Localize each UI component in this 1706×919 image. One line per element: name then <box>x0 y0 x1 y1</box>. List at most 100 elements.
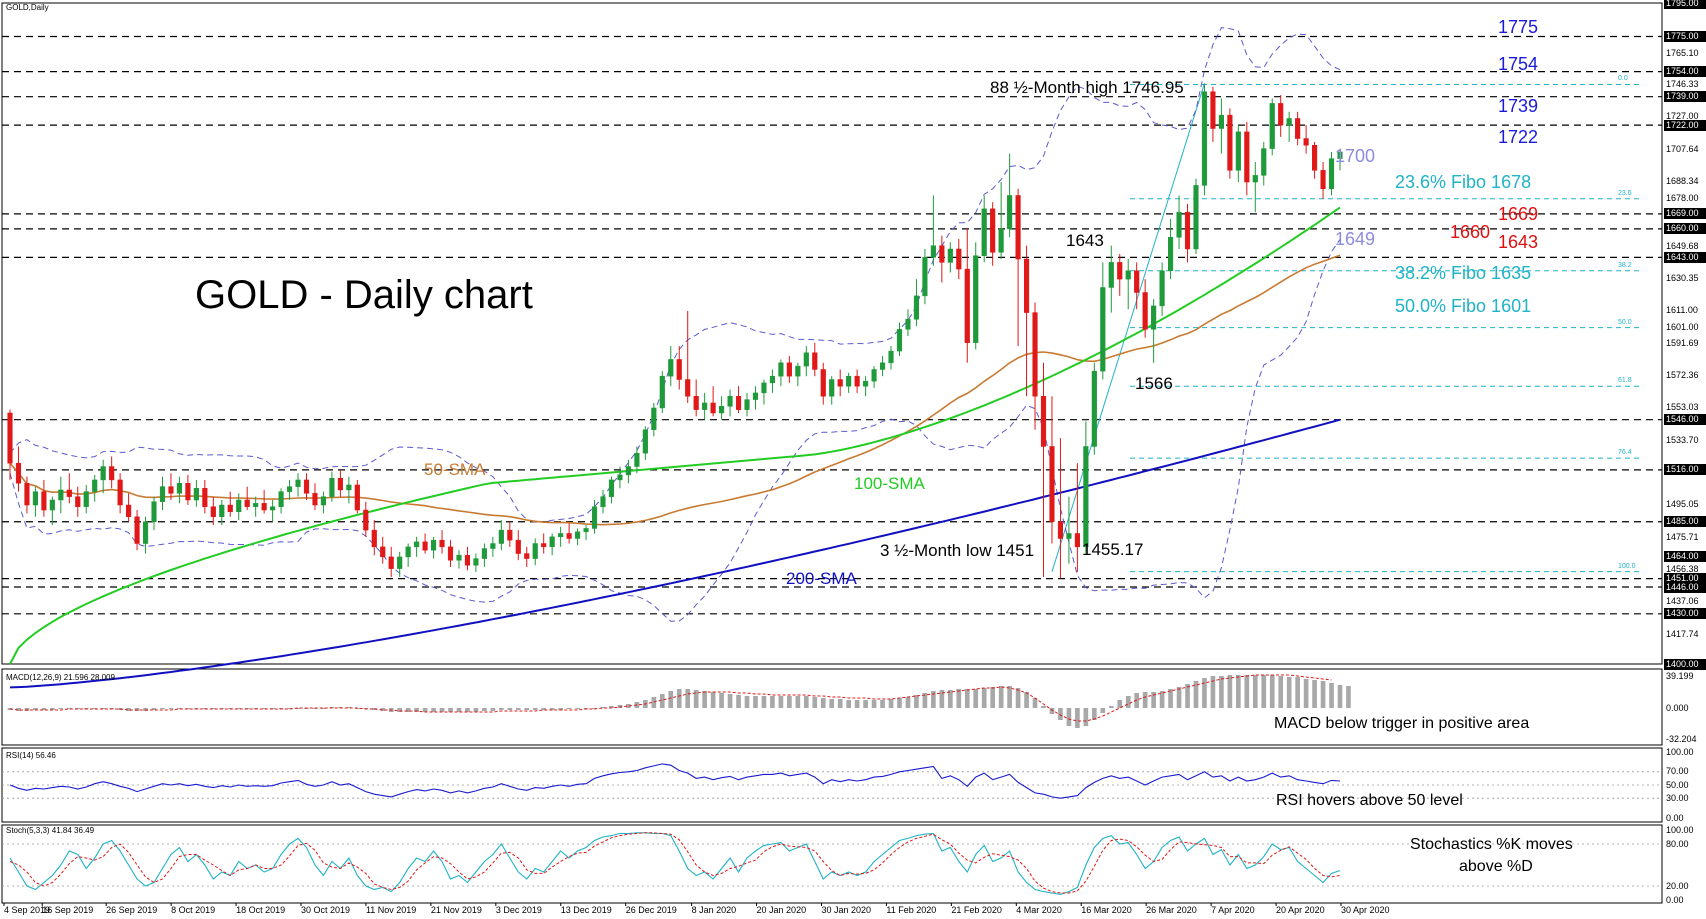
candle-body <box>278 491 284 507</box>
x-tick-label: 21 Nov 2019 <box>430 905 482 915</box>
macd-histogram-bar <box>668 691 674 708</box>
price-axis-label: 1553.03 <box>1666 402 1699 413</box>
candle-body <box>151 501 157 523</box>
candle-body <box>1007 195 1013 230</box>
macd-histogram-bar <box>1312 680 1317 708</box>
macd-histogram-bar <box>922 693 928 708</box>
candle-body <box>109 466 115 481</box>
macd-histogram-bar <box>1261 675 1267 708</box>
macd-histogram-bar <box>1066 708 1072 726</box>
candle-body <box>846 375 852 387</box>
candle-body <box>490 543 496 549</box>
candle-body <box>456 554 462 561</box>
macd-histogram-bar <box>541 708 547 710</box>
macd-histogram-bar <box>414 708 419 712</box>
level-label: 1722 <box>1498 127 1539 147</box>
x-tick-label: 26 Mar 2020 <box>1146 905 1197 915</box>
candle-body <box>820 369 826 397</box>
candle-body <box>854 375 860 387</box>
candle-body <box>261 503 267 511</box>
candle-body <box>685 379 691 397</box>
candle-body <box>159 486 166 502</box>
macd-histogram-bar <box>33 708 38 710</box>
macd-histogram-bar <box>1058 708 1063 720</box>
macd-histogram-bar <box>803 696 809 708</box>
candle-body <box>566 533 572 539</box>
candle-body <box>388 556 394 569</box>
x-tick-label: 26 Dec 2019 <box>625 905 677 915</box>
stoch-label: Stoch(5,3,3) 41.84 36.49 <box>6 826 95 835</box>
macd-histogram-bar <box>160 708 165 709</box>
candle-body <box>7 412 13 464</box>
candle-body <box>947 248 953 263</box>
macd-histogram-bar <box>287 708 292 709</box>
candle-body <box>558 533 564 538</box>
macd-histogram-bar <box>1337 685 1343 708</box>
candle-body <box>134 516 140 544</box>
macd-histogram-bar <box>185 708 191 709</box>
macd-histogram-bar <box>778 696 784 708</box>
price-axis-label: 1643.00 <box>1664 251 1706 263</box>
level-label: 38.2% Fibo 1635 <box>1395 263 1532 283</box>
stoch-axis-label: 100.00 <box>1666 824 1694 835</box>
level-label: 1700 <box>1335 146 1376 166</box>
candle-body <box>430 539 437 551</box>
macd-histogram-bar <box>981 688 987 708</box>
candle-body <box>1269 103 1275 149</box>
candle-body <box>337 478 343 491</box>
fibo-level-tag: 23.6 <box>1618 189 1632 197</box>
candle-body <box>863 380 869 387</box>
macd-histogram-bar <box>710 692 716 708</box>
candle-body <box>210 506 216 517</box>
candle-body <box>634 452 640 467</box>
candle-body <box>1193 185 1199 250</box>
macd-histogram-bar <box>346 707 352 708</box>
macd-signal-line <box>9 674 1332 722</box>
macd-histogram-bar <box>1075 708 1080 728</box>
macd-histogram-bar <box>905 697 911 708</box>
candle-body <box>83 491 89 507</box>
macd-histogram-bar <box>465 708 470 712</box>
fibo-level-tag: 76.4 <box>1618 449 1632 457</box>
price-axis-label: 1533.70 <box>1666 434 1699 445</box>
rsi-line <box>9 763 1341 799</box>
macd-histogram-bar <box>1108 706 1114 708</box>
fibo-level-tag: 0.0 <box>1618 75 1628 83</box>
candle-body <box>1125 270 1131 280</box>
main-panel-frame <box>1 2 1663 665</box>
x-tick-label: 3 Dec 2019 <box>495 905 542 915</box>
macd-histogram-bar <box>1185 684 1190 708</box>
price-axis-label: 1649.68 <box>1666 240 1699 251</box>
candle-body <box>380 546 386 558</box>
price-axis-label: 1591.69 <box>1666 337 1699 348</box>
stoch-d-line <box>9 832 1341 894</box>
macd-histogram-bar <box>897 698 902 708</box>
macd-histogram-bar <box>1210 676 1216 708</box>
candle-body <box>1210 91 1216 129</box>
candle-body <box>1057 521 1064 539</box>
candle-body <box>905 319 911 330</box>
macd-comment: MACD below trigger in positive area <box>1274 715 1530 732</box>
price-axis-label: 1451.00 <box>1664 573 1706 585</box>
candle-body <box>405 546 411 558</box>
macd-histogram-bar <box>482 708 487 711</box>
macd-histogram-bar <box>1202 678 1207 708</box>
candle-body <box>1252 175 1258 183</box>
candle-body <box>956 248 962 270</box>
macd-histogram-bar <box>795 696 801 708</box>
macd-histogram-bar <box>939 690 945 708</box>
candle-body <box>1227 114 1233 171</box>
macd-histogram-bar <box>787 696 792 708</box>
sma-50-line <box>9 254 1341 526</box>
rsi-axis-label: 70.00 <box>1666 766 1689 777</box>
chart-annotation: 50-SMA <box>424 460 486 479</box>
fibo-level-tag: 61.8 <box>1618 377 1632 385</box>
candle-body <box>193 488 199 501</box>
macd-histogram-bar <box>507 708 513 710</box>
x-tick-label: 8 Jan 2020 <box>691 905 737 915</box>
macd-histogram-bar <box>558 708 563 710</box>
macd-histogram-bar <box>168 708 174 709</box>
macd-histogram-bar <box>659 694 665 708</box>
candle-body <box>651 407 657 430</box>
x-tick-label: 8 Oct 2019 <box>171 905 216 915</box>
